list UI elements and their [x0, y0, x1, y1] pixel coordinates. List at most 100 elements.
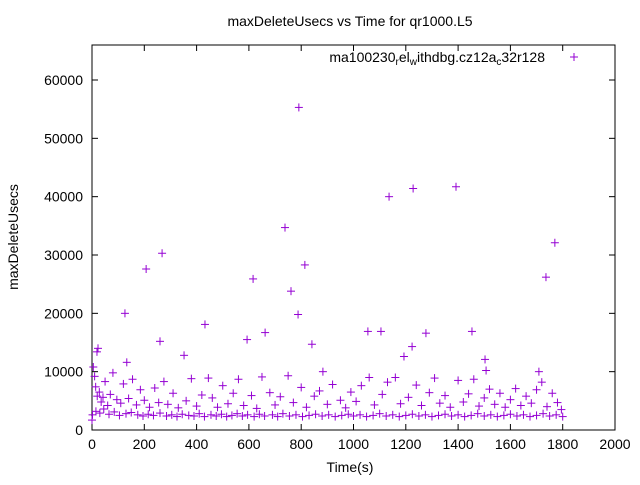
- data-point: [197, 391, 206, 399]
- data-point: [271, 400, 280, 409]
- data-point: [162, 412, 171, 420]
- data-point: [300, 260, 309, 269]
- y-tick-label: 40000: [44, 189, 83, 205]
- data-point: [223, 399, 232, 408]
- data-point: [391, 373, 400, 382]
- data-point: [195, 409, 204, 418]
- data-point: [480, 393, 489, 402]
- data-point: [557, 405, 566, 414]
- data-point: [512, 412, 521, 420]
- data-point: [452, 182, 461, 191]
- data-point: [187, 374, 196, 383]
- data-point: [395, 412, 404, 421]
- data-point: [305, 411, 314, 420]
- data-point: [486, 410, 495, 419]
- data-point: [280, 223, 289, 232]
- data-point: [273, 412, 282, 421]
- data-point: [516, 401, 525, 410]
- data-point: [252, 404, 261, 413]
- data-point: [116, 399, 125, 408]
- data-point: [399, 352, 408, 361]
- data-point: [261, 328, 270, 337]
- data-points: [88, 103, 567, 425]
- data-point: [310, 392, 319, 401]
- data-point: [485, 385, 494, 394]
- data-point: [255, 410, 264, 419]
- data-point: [200, 412, 209, 421]
- data-point: [430, 374, 439, 383]
- data-point: [534, 367, 543, 376]
- data-point: [552, 410, 561, 419]
- data-point: [337, 411, 346, 420]
- data-point: [425, 388, 434, 397]
- x-tick-label: 1000: [338, 436, 369, 452]
- plot-frame: [91, 44, 616, 431]
- data-point: [323, 400, 332, 409]
- data-point: [480, 412, 489, 420]
- x-tick-label: 600: [237, 436, 261, 452]
- y-tick-label: 60000: [44, 72, 83, 88]
- data-point: [421, 329, 430, 338]
- data-point: [378, 390, 387, 399]
- data-point: [222, 412, 231, 421]
- data-point: [95, 388, 104, 397]
- x-tick-label: 800: [290, 436, 314, 452]
- data-point: [112, 395, 121, 404]
- y-tick-label: 30000: [44, 247, 83, 263]
- data-point: [145, 403, 154, 412]
- data-point: [89, 363, 98, 371]
- data-point: [414, 412, 423, 420]
- x-tick-label: 2000: [599, 436, 630, 452]
- legend-marker: [570, 53, 578, 61]
- data-point: [142, 265, 151, 273]
- data-point: [178, 410, 187, 419]
- data-point: [537, 378, 546, 387]
- data-point: [98, 393, 107, 402]
- data-point: [297, 383, 306, 392]
- data-point: [212, 412, 221, 420]
- data-point: [475, 402, 484, 411]
- data-point: [328, 380, 337, 389]
- data-point: [417, 401, 426, 410]
- data-point: [250, 412, 259, 421]
- data-point: [341, 403, 350, 412]
- data-point: [311, 410, 320, 419]
- x-tick-label: 1600: [495, 436, 526, 452]
- x-tick-label: 200: [133, 436, 157, 452]
- data-point: [124, 394, 133, 403]
- data-point: [120, 309, 129, 318]
- data-point: [200, 320, 209, 329]
- y-tick-label: 0: [75, 422, 83, 438]
- data-point: [404, 393, 413, 402]
- chart-title: maxDeleteUsecs vs Time for qr1000.L5: [227, 13, 472, 29]
- data-point: [243, 410, 252, 419]
- data-point: [144, 410, 153, 419]
- data-point: [344, 410, 353, 419]
- data-point: [229, 389, 238, 398]
- data-point: [150, 384, 159, 392]
- data-point: [408, 342, 417, 351]
- data-point: [127, 408, 136, 417]
- data-point: [545, 412, 554, 420]
- data-point: [318, 412, 327, 420]
- data-point: [287, 287, 296, 296]
- data-point: [94, 344, 103, 353]
- data-point: [284, 371, 293, 380]
- data-point: [136, 385, 145, 394]
- data-point: [376, 327, 385, 336]
- data-point: [91, 407, 100, 416]
- data-point: [119, 379, 128, 388]
- data-point: [158, 249, 167, 258]
- data-point: [459, 398, 468, 406]
- data-point: [174, 403, 183, 412]
- data-point: [238, 412, 247, 420]
- data-point: [363, 327, 372, 336]
- axis-ticks: 0 200 400 600 800 1000 1200 1400 1600 1800 2000010…: [44, 45, 631, 452]
- y-axis-label: maxDeleteUsecs: [5, 184, 21, 290]
- data-point: [499, 411, 508, 420]
- data-point: [260, 412, 269, 420]
- data-point: [182, 396, 191, 405]
- data-point: [541, 273, 550, 282]
- data-point: [243, 335, 252, 344]
